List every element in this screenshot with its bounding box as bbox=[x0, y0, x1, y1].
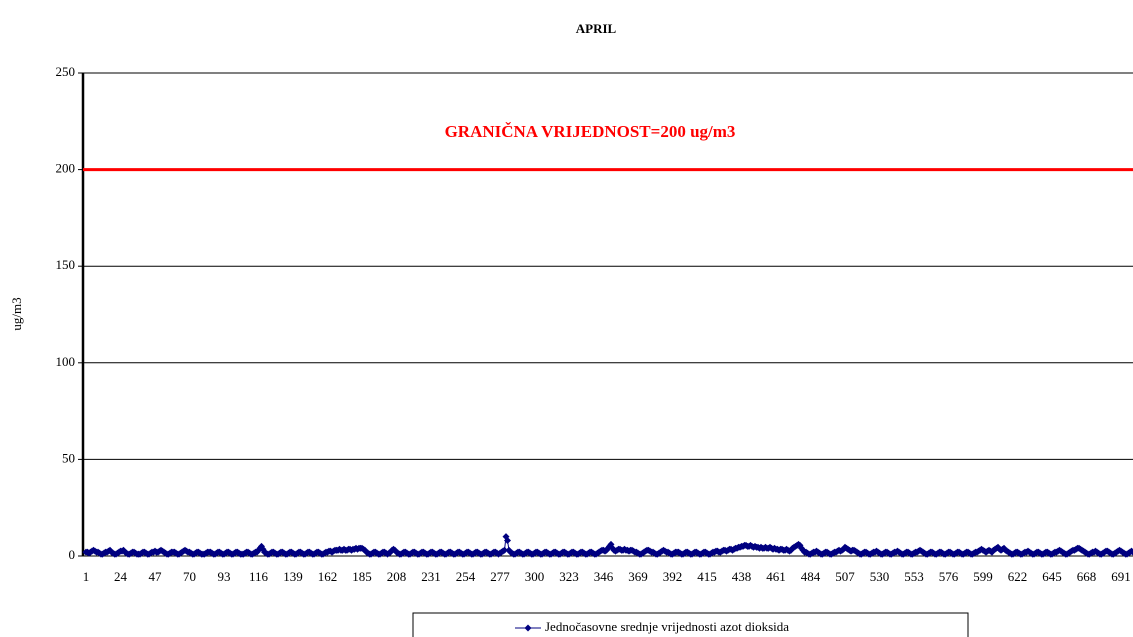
x-tick-label: 277 bbox=[490, 569, 510, 584]
x-tick-label: 599 bbox=[973, 569, 993, 584]
annotation: GRANIČNA VRIJEDNOST=200 ug/m3 bbox=[445, 122, 736, 141]
x-tick-label: 622 bbox=[1008, 569, 1028, 584]
x-tick-label: 162 bbox=[318, 569, 338, 584]
y-tick-label: 250 bbox=[56, 64, 76, 79]
x-tick-label: 369 bbox=[628, 569, 648, 584]
x-tick-label: 415 bbox=[697, 569, 717, 584]
x-tick-label: 208 bbox=[387, 569, 407, 584]
x-tick-label: 346 bbox=[594, 569, 614, 584]
x-tick-label: 461 bbox=[766, 569, 786, 584]
x-tick-label: 668 bbox=[1077, 569, 1097, 584]
x-tick-label: 530 bbox=[870, 569, 890, 584]
data-point bbox=[501, 546, 508, 554]
chart-title: APRIL bbox=[576, 21, 617, 36]
x-tick-label: 93 bbox=[218, 569, 231, 584]
x-tick-label: 576 bbox=[939, 569, 959, 584]
x-tick-label: 392 bbox=[663, 569, 683, 584]
x-tick-label: 507 bbox=[835, 569, 855, 584]
x-tick-label: 691 bbox=[1111, 569, 1131, 584]
legend-marker bbox=[524, 624, 532, 632]
y-tick-label: 150 bbox=[56, 257, 76, 272]
y-tick-label: 50 bbox=[62, 450, 75, 465]
x-tick-label: 1 bbox=[83, 569, 90, 584]
x-tick-label: 254 bbox=[456, 569, 476, 584]
legend bbox=[412, 612, 969, 637]
legend-label: Jednočasovne srednje vrijednosti azot di… bbox=[545, 619, 789, 634]
y-axis-label: ug/m3 bbox=[9, 297, 24, 330]
data-point bbox=[504, 537, 511, 545]
x-tick-label: 139 bbox=[283, 569, 303, 584]
x-tick-label: 70 bbox=[183, 569, 196, 584]
x-tick-label: 645 bbox=[1042, 569, 1062, 584]
x-tick-label: 47 bbox=[149, 569, 163, 584]
x-tick-label: 484 bbox=[801, 569, 821, 584]
x-tick-label: 300 bbox=[525, 569, 545, 584]
y-tick-label: 0 bbox=[69, 547, 76, 562]
x-tick-label: 24 bbox=[114, 569, 128, 584]
y-tick-label: 100 bbox=[56, 354, 76, 369]
x-tick-label: 438 bbox=[732, 569, 752, 584]
x-tick-label: 323 bbox=[559, 569, 579, 584]
x-tick-label: 185 bbox=[352, 569, 372, 584]
y-tick-label: 200 bbox=[56, 161, 76, 176]
x-tick-label: 116 bbox=[249, 569, 269, 584]
x-tick-label: 231 bbox=[421, 569, 441, 584]
x-tick-label: 553 bbox=[904, 569, 924, 584]
